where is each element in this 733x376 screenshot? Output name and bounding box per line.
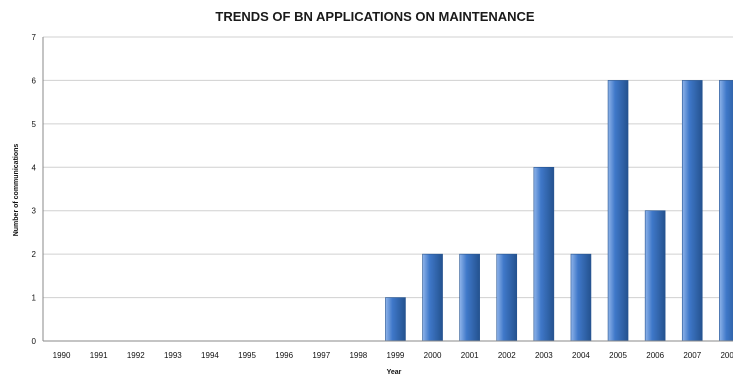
x-tick-label: 1992 xyxy=(127,351,145,360)
x-tick-label: 1996 xyxy=(275,351,293,360)
x-tick-label: 2001 xyxy=(461,351,479,360)
x-tick-label: 2006 xyxy=(646,351,664,360)
y-tick-label: 3 xyxy=(32,207,37,216)
y-tick-label: 5 xyxy=(32,120,37,129)
x-tick-label: 1999 xyxy=(387,351,405,360)
x-tick-label: 2002 xyxy=(498,351,516,360)
x-tick-label: 1990 xyxy=(53,351,71,360)
y-tick-label: 7 xyxy=(32,33,37,42)
x-tick-label: 2004 xyxy=(572,351,590,360)
x-tick-label: 2005 xyxy=(609,351,627,360)
bar-1999 xyxy=(385,297,406,342)
bar-2005 xyxy=(607,80,629,342)
x-tick-label: 1994 xyxy=(201,351,219,360)
y-tick-label: 4 xyxy=(32,163,37,172)
x-tick-label: 1993 xyxy=(164,351,182,360)
bar-2006 xyxy=(644,210,666,342)
gridlines xyxy=(43,36,733,299)
x-tick-label: 1998 xyxy=(349,351,367,360)
bars xyxy=(385,80,733,342)
x-tick-labels: 1990 1991 1992 1993 1994 1995 1996 1997 1998 1999… xyxy=(53,351,733,360)
x-tick-label: 2000 xyxy=(424,351,442,360)
bar-2000 xyxy=(422,253,443,342)
y-tick-label: 6 xyxy=(32,76,37,85)
axes xyxy=(42,37,733,342)
bar-2007 xyxy=(681,80,703,342)
y-tick-label: 2 xyxy=(32,250,37,259)
y-tick-label: 1 xyxy=(32,294,37,303)
y-tick-labels: 0 1 2 3 4 5 6 7 xyxy=(32,33,37,346)
bar-2008 xyxy=(719,80,733,342)
bar-2003 xyxy=(533,166,555,342)
x-tick-label: 2008 xyxy=(720,351,733,360)
x-tick-label: 2003 xyxy=(535,351,553,360)
chart-title: TRENDS OF BN APPLICATIONS ON MAINTENANCE xyxy=(215,9,535,24)
x-tick-label: 1997 xyxy=(312,351,330,360)
y-axis-label: Number of communications xyxy=(13,144,20,237)
x-tick-label: 1991 xyxy=(90,351,108,360)
y-tick-label: 0 xyxy=(32,337,37,346)
bar-2001 xyxy=(459,253,480,342)
x-axis-label: Year xyxy=(387,369,402,376)
bar-2002 xyxy=(496,253,518,342)
x-tick-label: 1995 xyxy=(238,351,256,360)
x-tick-label: 2007 xyxy=(683,351,701,360)
bar-2004 xyxy=(570,253,592,342)
